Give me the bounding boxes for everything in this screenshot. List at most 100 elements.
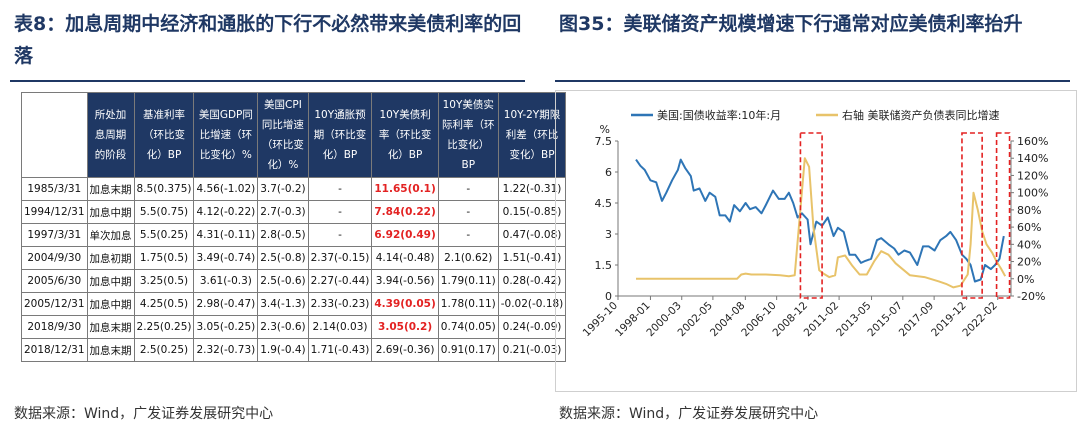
table-cell: 2.14(0.03): [307, 315, 373, 339]
table-header-cell: 10Y通胀预期（环比变化）BP: [307, 92, 373, 178]
table-cell: 加息中期: [86, 200, 135, 224]
table-cell: 1.79(0.11): [437, 269, 499, 293]
table-cell: 3.05(-0.25): [193, 315, 259, 339]
table-cell: -: [437, 200, 499, 224]
row-date-cell: 2018/9/30: [21, 315, 88, 339]
table-cell: 3.7(-0.2): [257, 177, 309, 201]
table-cell: 3.4(-1.3): [257, 292, 309, 316]
right-tick-label: 0%: [1017, 273, 1034, 286]
table-cell: 加息中期: [86, 292, 135, 316]
table-cell: 0.28(-0.42): [497, 269, 567, 293]
table-row: 2005/12/31 加息中期 4.25(0.5) 2.98(-0.47) 3.4(-1…: [21, 292, 567, 316]
table-cell: 3.05(0.2): [371, 315, 439, 339]
row-date-cell: 1994/12/31: [21, 200, 88, 224]
left-panel: 表8：加息周期中经济和通胀的下行不必然带来美债利率的回落 所处加息周期的阶段 基准…: [0, 0, 567, 440]
fed-balance-sheet-yoy-line: [636, 157, 1007, 289]
table-cell: -: [307, 200, 373, 224]
table-cell: 2.8(-0.5): [257, 223, 309, 247]
table-row: 2018/12/31 加息末期 2.5(0.25) 2.32(-0.73) 1.9(-0…: [21, 338, 567, 362]
chart-source: 数据来源：Wind，广发证券发展研究中心: [559, 406, 819, 422]
fed-balance-legend-label: 右轴 美联储资产负债表同比增速: [842, 108, 1000, 122]
x-tick-label: 2017-09: [897, 300, 937, 340]
table-header-cell: 所处加息周期的阶段: [86, 92, 135, 178]
table-cell: 7.84(0.22): [371, 200, 439, 224]
table-header-cell: 10Y-2Y期限利差（环比变化）BP: [497, 92, 567, 178]
table-row: 2018/9/30 加息末期 2.25(0.25) 3.05(-0.25) 2.3(-0…: [21, 315, 567, 339]
table-cell: 1.78(0.11): [437, 292, 499, 316]
table-cell: 5.5(0.75): [133, 200, 195, 224]
table-cell: 11.65(0.1): [371, 177, 439, 201]
table-cell: 0.47(-0.08): [497, 223, 567, 247]
table-cell: 2.25(0.25): [133, 315, 195, 339]
x-tick-label: 2002-05: [676, 300, 716, 340]
x-tick-label: 1995-10: [581, 300, 621, 340]
row-date-cell: 2004/9/30: [21, 246, 88, 270]
table-cell: -0.02(-0.18): [497, 292, 567, 316]
table-cell: 2.98(-0.47): [193, 292, 259, 316]
table-cell: 1.75(0.5): [133, 246, 195, 270]
table-cell: -: [437, 223, 499, 247]
table-cell: 4.25(0.5): [133, 292, 195, 316]
table-cell: 加息初期: [86, 246, 135, 270]
table-header-cell: 美国CPI同比增速（环比变化）%: [257, 92, 309, 178]
table-cell: 1.51(-0.41): [497, 246, 567, 270]
highlight-box: [961, 132, 983, 299]
treasury-yield-10y-line: [635, 158, 1005, 283]
left-tick-label: 6: [605, 166, 612, 179]
title-divider: [555, 80, 1070, 82]
table-cell: 3.61(-0.3): [193, 269, 259, 293]
x-tick-label: 2022-02: [960, 300, 1000, 340]
right-tick-label: 20%: [1017, 256, 1041, 269]
table-cell: 8.5(0.375): [133, 177, 195, 201]
row-date-cell: 2018/12/31: [21, 338, 88, 362]
table-cell: -: [437, 177, 499, 201]
right-tick-label: 60%: [1017, 221, 1041, 234]
right-tick-label: 140%: [1017, 152, 1048, 165]
table-header-blank: [21, 92, 88, 178]
table-cell: 3.25(0.5): [133, 269, 195, 293]
table-cell: 1.22(-0.31): [497, 177, 567, 201]
table-cell: 0.21(-0.03): [497, 338, 567, 362]
table-cell: 单次加息: [86, 223, 135, 247]
table-cell: 加息末期: [86, 338, 135, 362]
table-cell: 2.1(0.62): [437, 246, 499, 270]
table-cell: 2.7(-0.3): [257, 200, 309, 224]
table-cell: 1.9(-0.4): [257, 338, 309, 362]
row-date-cell: 2005/12/31: [21, 292, 88, 316]
table-cell: 加息末期: [86, 315, 135, 339]
row-date-cell: 2005/6/30: [21, 269, 88, 293]
left-tick-label: 3: [605, 228, 612, 241]
table-cell: 2.5(-0.8): [257, 246, 309, 270]
right-tick-label: 100%: [1017, 187, 1048, 200]
table-row: 2004/9/30 加息初期 1.75(0.5) 3.49(-0.74) 2.5(-0.…: [21, 246, 567, 270]
table-row: 1997/3/31 单次加息 5.5(0.25) 4.31(-0.11) 2.8(-0.…: [21, 223, 567, 247]
table-cell: 加息末期: [86, 177, 135, 201]
table-cell: 0.24(-0.09): [497, 315, 567, 339]
table-header-cell: 美国GDP同比增速（环比变化）%: [193, 92, 259, 178]
table-cell: 2.32(-0.73): [193, 338, 259, 362]
table-cell: 3.94(-0.56): [371, 269, 439, 293]
table-cell: 4.31(-0.11): [193, 223, 259, 247]
left-tick-label: 1.5: [595, 259, 613, 272]
highlight-box: [799, 132, 823, 299]
table-cell: 2.69(-0.36): [371, 338, 439, 362]
table-cell: 4.12(-0.22): [193, 200, 259, 224]
table-header-row: 所处加息周期的阶段 基准利率（环比变化）BP 美国GDP同比增速（环比变化）% 美国C…: [21, 92, 567, 178]
table-cell: 2.3(-0.6): [257, 315, 309, 339]
table-cell: 5.5(0.25): [133, 223, 195, 247]
rate-hike-table: 所处加息周期的阶段 基准利率（环比变化）BP 美国GDP同比增速（环比变化）% 美国C…: [21, 92, 567, 362]
table-cell: 2.37(-0.15): [307, 246, 373, 270]
table-cell: 2.5(0.25): [133, 338, 195, 362]
title-divider: [10, 80, 525, 82]
table-cell: 0.74(0.05): [437, 315, 499, 339]
table-cell: 4.39(0.05): [371, 292, 439, 316]
highlight-box: [995, 132, 1011, 299]
table-cell: 2.33(-0.23): [307, 292, 373, 316]
right-tick-label: 80%: [1017, 204, 1041, 217]
table-cell: 3.49(-0.74): [193, 246, 259, 270]
table-row: 1985/3/31 加息末期 8.5(0.375) 4.56(-1.02) 3.7(-0…: [21, 177, 567, 201]
x-tick-label: 2011-02: [802, 300, 842, 340]
table-header-cell: 基准利率（环比变化）BP: [133, 92, 195, 178]
table-source: 数据来源：Wind，广发证券发展研究中心: [14, 406, 274, 422]
table-cell: 1.71(-0.43): [307, 338, 373, 362]
